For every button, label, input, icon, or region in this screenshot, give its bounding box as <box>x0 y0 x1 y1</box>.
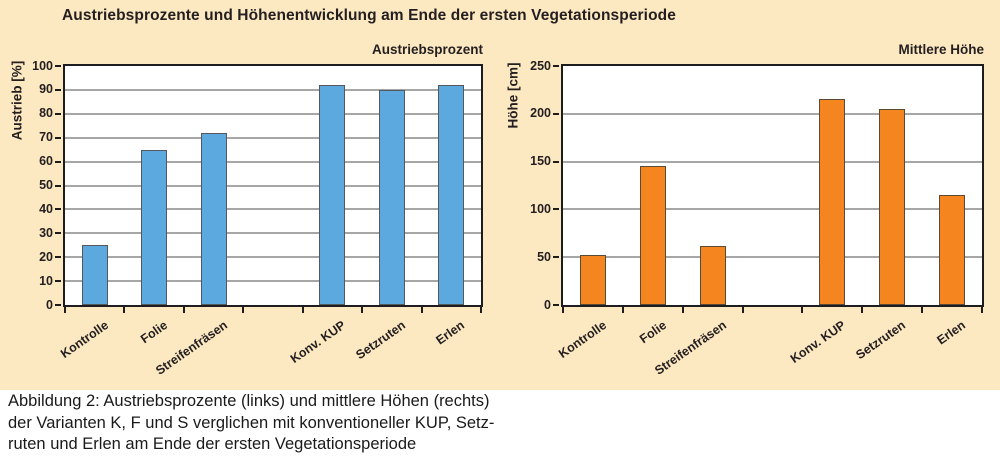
gridline <box>65 256 481 259</box>
gridline <box>65 208 481 211</box>
gridline <box>65 88 481 91</box>
y-axis-title-right: Höhe [cm] <box>505 62 521 129</box>
gridline <box>563 160 982 163</box>
plot-area-right <box>561 64 984 307</box>
gridline <box>65 184 481 187</box>
gridline <box>65 232 481 235</box>
gridline <box>563 208 982 211</box>
chart-title-right: Mittlere Höhe <box>898 42 984 57</box>
gridline <box>65 112 481 115</box>
gridline <box>65 136 481 139</box>
y-axis-title-left: Austrieb [%] <box>9 60 25 141</box>
gridline <box>563 256 982 259</box>
gridline <box>65 160 481 163</box>
gridline <box>65 280 481 283</box>
figure-caption: Abbildung 2: Austriebsprozente (links) u… <box>8 392 495 453</box>
plot-area-left <box>63 64 483 307</box>
gridline <box>563 112 982 115</box>
figure-title: Austriebsprozente und Höhenentwicklung a… <box>62 7 676 24</box>
chart-title-left: Austriebsprozent <box>371 42 483 57</box>
